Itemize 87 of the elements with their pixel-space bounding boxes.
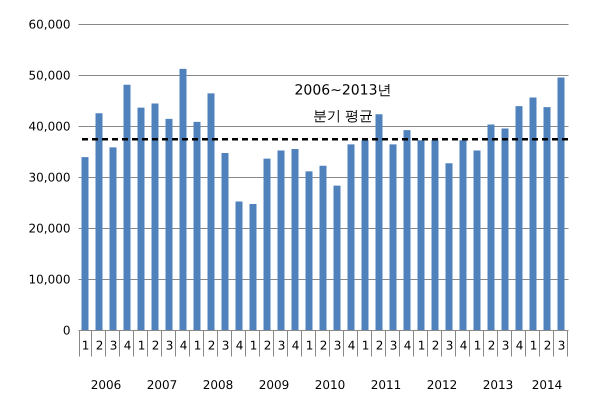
x-tick-label: 4 — [180, 338, 188, 352]
y-tick-label: 10,000 — [28, 272, 70, 286]
x-tick-label: 3 — [222, 338, 230, 352]
bar — [516, 106, 522, 330]
bar — [502, 128, 508, 330]
bar — [558, 78, 564, 330]
x-tick-label: 2 — [152, 338, 160, 352]
y-tick-label: 50,000 — [28, 68, 70, 82]
x-tick-label: 1 — [138, 338, 146, 352]
x-tick-label: 1 — [362, 338, 370, 352]
x-tick-label: 2 — [96, 338, 104, 352]
bar — [404, 130, 410, 330]
bar — [138, 108, 144, 330]
text: 2011 — [370, 378, 402, 392]
x-tick-label: 1 — [306, 338, 314, 352]
text: 2010 — [314, 378, 346, 392]
bar — [334, 186, 340, 330]
x-tick-label: 1 — [194, 338, 202, 352]
x-tick-label: 4 — [292, 338, 300, 352]
bar — [222, 153, 228, 330]
x-tick-label: 1 — [82, 338, 90, 352]
x-tick-label: 2 — [320, 338, 328, 352]
text: 2006 — [90, 378, 122, 392]
x-tick-label: 3 — [166, 338, 174, 352]
text: 2007 — [146, 378, 178, 392]
text: 2008 — [202, 378, 234, 392]
ref-line-label: 2006~2013년 분기 평균 — [294, 82, 392, 124]
text: 2013 — [482, 378, 514, 392]
x-tick-label: 4 — [516, 338, 524, 352]
x-tick-label: 4 — [404, 338, 412, 352]
x-tick-label: 2 — [376, 338, 384, 352]
bar — [474, 150, 480, 330]
x-tick-label: 1 — [418, 338, 426, 352]
bar — [418, 140, 424, 330]
bar — [152, 104, 158, 330]
bar — [124, 84, 130, 330]
bar — [236, 201, 242, 330]
x-tick-label: 3 — [110, 338, 118, 352]
bar — [348, 144, 354, 330]
x-tick-label: 3 — [390, 338, 398, 352]
bar — [278, 150, 284, 330]
x-tick-label: 2 — [264, 338, 272, 352]
x-tick-label: 1 — [474, 338, 482, 352]
bar — [250, 204, 256, 330]
bar — [180, 68, 186, 330]
x-tick-label: 3 — [278, 338, 286, 352]
bar — [488, 124, 494, 330]
bar — [292, 148, 298, 330]
bar — [376, 114, 382, 330]
x-tick-label: 3 — [502, 338, 510, 352]
bar — [82, 157, 88, 330]
bar — [460, 140, 466, 330]
x-tick-label: 2 — [432, 338, 440, 352]
y-tick-label: 40,000 — [28, 120, 70, 134]
x-tick-label: 4 — [236, 338, 244, 352]
x-tick-label: 1 — [250, 338, 258, 352]
bar — [432, 140, 438, 330]
x-tick-label: 4 — [348, 338, 356, 352]
bar — [110, 147, 116, 330]
x-tick-label: 3 — [446, 338, 454, 352]
bar — [166, 118, 172, 330]
bar — [320, 166, 326, 330]
text: 2012 — [426, 378, 458, 392]
bar — [390, 144, 396, 330]
x-tick-label: 2 — [208, 338, 216, 352]
y-tick-label: 0 — [62, 324, 70, 338]
bar — [544, 107, 550, 330]
bar — [446, 163, 452, 330]
text: 2014 — [532, 378, 562, 392]
x-tick-label: 4 — [460, 338, 468, 352]
bar — [362, 140, 368, 330]
x-tick-label: 2 — [488, 338, 496, 352]
bar — [306, 171, 312, 330]
bar — [264, 158, 270, 330]
bar — [530, 97, 536, 330]
bar — [208, 93, 214, 330]
bar — [194, 122, 200, 330]
x-tick-label: 3 — [558, 338, 566, 352]
y-tick-label: 30,000 — [28, 170, 70, 184]
y-tick-label: 60,000 — [28, 18, 70, 32]
x-tick-label: 4 — [124, 338, 132, 352]
text: 2009 — [258, 378, 290, 392]
y-tick-label: 20,000 — [28, 222, 70, 236]
bar — [96, 113, 102, 330]
x-tick-label: 3 — [334, 338, 342, 352]
x-tick-label: 2 — [544, 338, 552, 352]
x-tick-label: 1 — [530, 338, 538, 352]
